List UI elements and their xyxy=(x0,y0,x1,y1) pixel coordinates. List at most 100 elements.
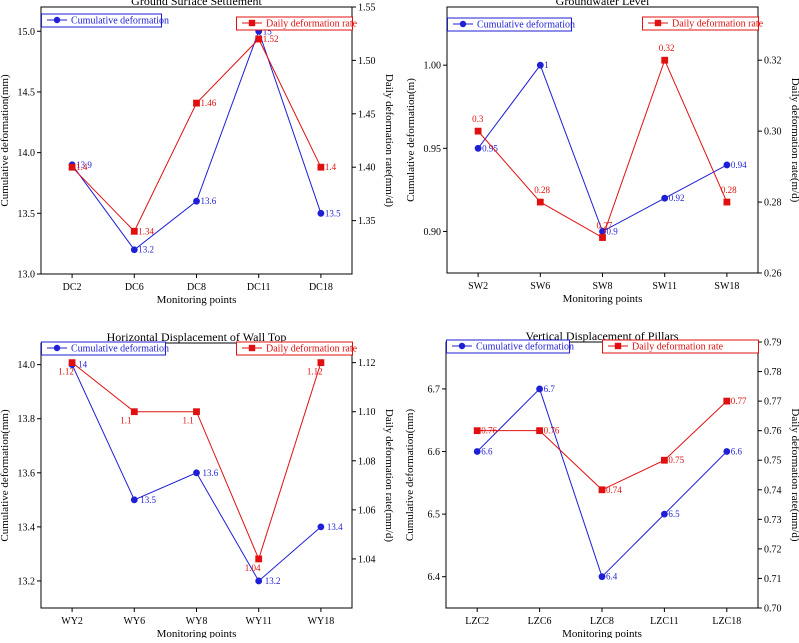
y2-tick-label: 1.06 xyxy=(358,505,376,516)
x-tick-label: DC18 xyxy=(309,282,333,293)
y2-tick-label: 0.78 xyxy=(764,367,782,378)
legend-marker xyxy=(248,344,256,352)
legend-box xyxy=(41,341,166,356)
legend-label: Daily deformation rate xyxy=(266,344,358,355)
series-line-cumulative xyxy=(477,64,728,233)
y2-tick-label: 1.50 xyxy=(358,56,376,67)
point-cumulative xyxy=(723,161,731,169)
data-label-daily: 0.27 xyxy=(597,221,613,231)
y-tick-label: 13.0 xyxy=(18,270,36,281)
data-label-cumulative: 13.2 xyxy=(265,576,281,586)
chart-title: Horizontal Displacement of Wall Top xyxy=(107,330,287,344)
y-tick-label: 0.90 xyxy=(424,227,442,238)
point-daily xyxy=(661,56,669,64)
y-tick-label: 15.0 xyxy=(18,27,36,38)
y2-tick-label: 1.12 xyxy=(358,358,376,369)
data-label-daily: 0.3 xyxy=(472,114,484,124)
data-label-daily: 0.77 xyxy=(731,396,747,406)
data-label-daily: 0.76 xyxy=(544,426,560,436)
y2-axis-label: Daily deformation rate(m/d) xyxy=(789,78,799,203)
legend-daily: Daily deformation rate xyxy=(236,341,358,356)
data-label-daily: 1.1 xyxy=(120,416,131,426)
x-tick-label: SW18 xyxy=(714,281,739,292)
x-tick-label: SW8 xyxy=(593,281,613,292)
legend-box xyxy=(41,13,162,28)
x-tick-label: SW2 xyxy=(468,281,488,292)
series-line-daily xyxy=(477,58,728,239)
plot-frame xyxy=(40,6,353,275)
data-label-cumulative: 13.5 xyxy=(325,208,341,218)
data-label-cumulative: 13.9 xyxy=(76,160,92,170)
x-tick-label: WY18 xyxy=(308,616,335,627)
data-label-daily: 1.34 xyxy=(138,226,154,236)
point-cumulative xyxy=(536,385,543,393)
data-label-cumulative: 6.5 xyxy=(668,509,680,519)
y-tick-label: 1.00 xyxy=(424,61,442,72)
legend-box xyxy=(446,339,570,354)
legend-box xyxy=(236,16,353,31)
chart-title: Groundwater Level xyxy=(556,0,650,8)
point-cumulative xyxy=(193,469,200,477)
x-axis-label: Monitoring points xyxy=(157,294,237,306)
data-label-cumulative: 6.6 xyxy=(731,447,743,457)
data-label-daily: 0.74 xyxy=(606,485,622,495)
point-cumulative xyxy=(723,448,731,455)
legend-box xyxy=(602,339,759,354)
y-axis-label: Cumulative deformation(mm) xyxy=(0,409,11,542)
data-label-daily: 1.12 xyxy=(58,367,74,377)
data-label-cumulative: 13.6 xyxy=(201,196,217,206)
data-label-cumulative: 0.95 xyxy=(482,143,498,153)
point-daily xyxy=(317,163,325,171)
data-label-cumulative: 13.5 xyxy=(140,495,156,505)
point-daily xyxy=(661,456,668,464)
legend-marker xyxy=(53,16,61,24)
point-cumulative xyxy=(598,573,606,581)
y2-tick-label: 0.79 xyxy=(764,338,782,349)
data-label-cumulative: 1 xyxy=(544,60,549,70)
series-line-cumulative xyxy=(71,29,322,251)
data-label-cumulative: 13.2 xyxy=(138,245,154,255)
x-tick-label: SW11 xyxy=(652,281,677,292)
y-tick-label: 13.4 xyxy=(18,522,36,533)
y-tick-label: 13.6 xyxy=(18,468,36,479)
data-label-daily: 0.28 xyxy=(721,185,737,195)
legend-label: Cumulative deformation xyxy=(477,20,575,31)
x-tick-label: WY8 xyxy=(186,616,208,627)
point-daily xyxy=(536,198,544,206)
data-label-daily: 0.28 xyxy=(534,185,550,195)
legend-label: Daily deformation rate xyxy=(266,19,358,30)
legend-cumulative: Cumulative deformation xyxy=(41,13,169,28)
point-cumulative xyxy=(317,209,325,217)
data-label-cumulative: 6.6 xyxy=(481,447,493,457)
data-label-cumulative: 6.4 xyxy=(606,572,618,582)
legend-marker xyxy=(614,342,622,350)
y-tick-label: 6.6 xyxy=(428,447,441,458)
legend-cumulative: Cumulative deformation xyxy=(41,341,169,356)
x-axis-label: Monitoring points xyxy=(562,628,642,638)
legend-label: Cumulative deformation xyxy=(476,342,574,353)
data-label-cumulative: 13.6 xyxy=(203,468,219,478)
y2-tick-label: 1.08 xyxy=(358,456,376,467)
data-label-cumulative: 13.4 xyxy=(327,522,343,532)
legend-marker xyxy=(654,19,662,27)
point-cumulative xyxy=(661,194,669,202)
x-tick-label: DC11 xyxy=(247,282,271,293)
x-tick-label: WY2 xyxy=(61,616,83,627)
legend-box xyxy=(447,17,572,32)
legend-marker xyxy=(248,19,256,27)
data-label-daily: 1.4 xyxy=(325,162,337,172)
data-label-daily: 1.04 xyxy=(245,563,261,573)
x-axis-label: Monitoring points xyxy=(157,628,237,638)
y-tick-label: 13.5 xyxy=(18,209,36,220)
y2-tick-label: 0.72 xyxy=(764,544,782,555)
y2-tick-label: 1.45 xyxy=(358,109,376,120)
x-tick-label: DC8 xyxy=(187,282,206,293)
legend-marker xyxy=(458,342,466,350)
x-tick-label: LZC18 xyxy=(712,616,741,627)
legend-box xyxy=(236,341,353,356)
data-label-daily: 1.1 xyxy=(183,416,194,426)
plot-frame xyxy=(445,341,759,609)
y2-tick-label: 0.73 xyxy=(764,515,782,526)
chart-panel-3: Horizontal Displacement of Wall Top WY2 WY… xyxy=(0,330,395,640)
